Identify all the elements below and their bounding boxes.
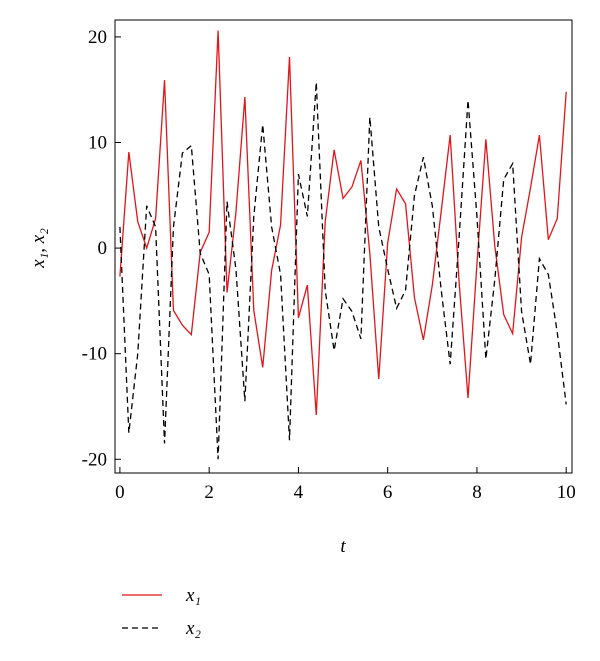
x-tick-label: 6 bbox=[383, 482, 393, 503]
legend-label: x₁ bbox=[185, 585, 201, 606]
plot-frame bbox=[114, 19, 573, 474]
x-axis-label: t bbox=[340, 536, 346, 557]
y-tick-label: -10 bbox=[82, 344, 107, 365]
y-axis-label: x₁, x₂ bbox=[28, 228, 49, 269]
y-tick-label: 0 bbox=[98, 238, 108, 259]
series-line bbox=[119, 82, 567, 460]
x-tick-label: 10 bbox=[557, 482, 576, 503]
x-tick-label: 8 bbox=[472, 482, 482, 503]
x-tick-label: 2 bbox=[204, 482, 214, 503]
y-tick-label: 10 bbox=[88, 132, 107, 153]
series-line bbox=[119, 30, 567, 415]
x-tick-label: 0 bbox=[115, 482, 125, 503]
x-tick-label: 4 bbox=[294, 482, 304, 503]
y-tick-label: 20 bbox=[88, 27, 107, 48]
legend-label: x₂ bbox=[185, 618, 201, 639]
y-tick-label: -20 bbox=[82, 449, 107, 470]
